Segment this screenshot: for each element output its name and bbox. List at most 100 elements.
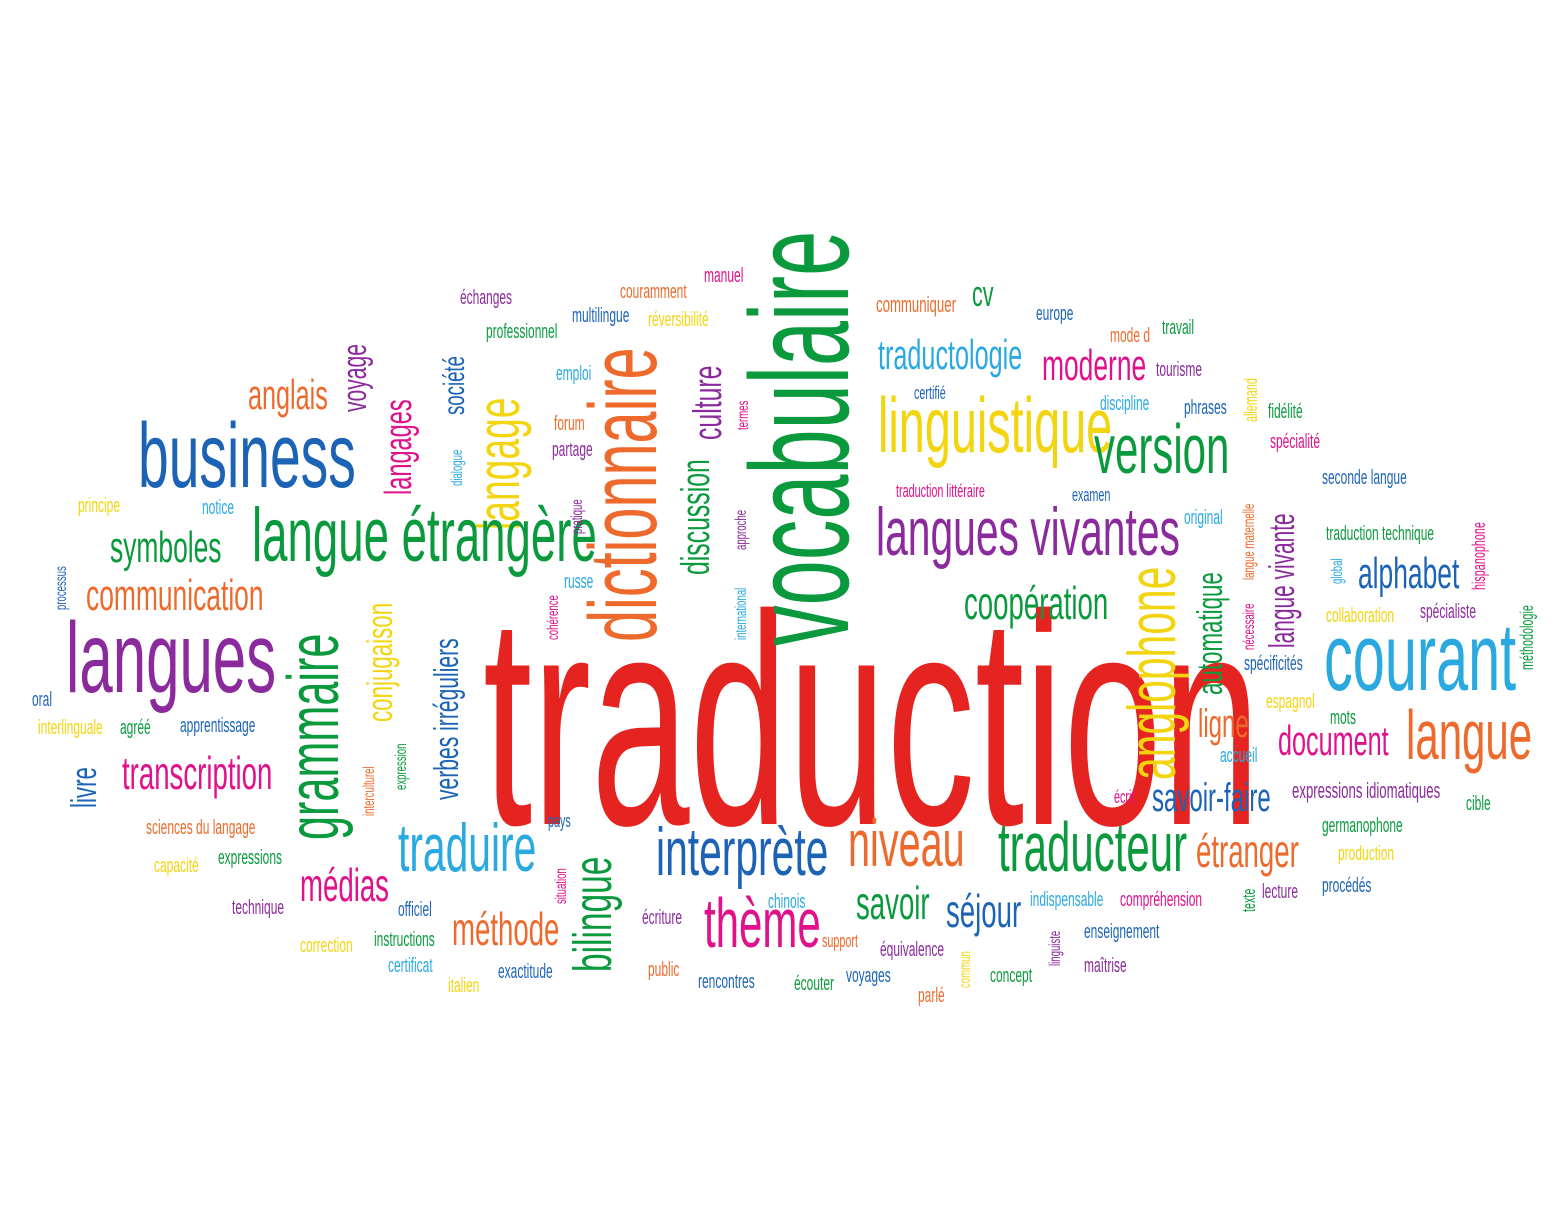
word-apprentissage: apprentissage bbox=[180, 715, 256, 737]
word-professionnel: professionnel bbox=[486, 321, 558, 343]
word-equivalence: équivalence bbox=[880, 939, 945, 961]
word-linguiste: linguiste bbox=[1047, 930, 1064, 966]
word-methode: méthode bbox=[452, 903, 560, 955]
word-public: public bbox=[648, 959, 680, 981]
word-ecrit: écrit bbox=[1114, 787, 1135, 807]
word-communication: communication bbox=[86, 571, 264, 620]
word-agree: agréé bbox=[120, 717, 151, 739]
word-seconde-langue: seconde langue bbox=[1322, 467, 1407, 489]
word-indispensable: indispensable bbox=[1030, 889, 1104, 911]
word-anglais: anglais bbox=[248, 371, 328, 418]
word-procedes: procédés bbox=[1322, 875, 1372, 897]
word-sejour: séjour bbox=[946, 885, 1022, 937]
word-interlinguale: interlinguale bbox=[38, 717, 103, 739]
word-support: support bbox=[822, 931, 859, 951]
word-vocabulaire: vocabulaire bbox=[721, 230, 878, 646]
word-concept: concept bbox=[990, 965, 1033, 987]
word-medias: médias bbox=[300, 859, 389, 911]
word-russe: russe bbox=[564, 571, 594, 593]
word-lecture: lecture bbox=[1262, 881, 1299, 903]
word-livre: livre bbox=[63, 767, 104, 808]
word-automatique: automatique bbox=[1189, 572, 1230, 695]
word-texte: texte bbox=[1239, 888, 1259, 912]
word-methodologie: méthodologie bbox=[1517, 605, 1537, 670]
word-traduction: traduction bbox=[483, 552, 1261, 888]
word-document: document bbox=[1278, 717, 1389, 764]
word-rencontres: rencontres bbox=[698, 971, 755, 993]
word-principe: principe bbox=[78, 495, 121, 517]
word-culture: culture bbox=[686, 365, 730, 440]
word-expressions: expressions bbox=[218, 847, 283, 869]
word-comprehension: compréhension bbox=[1120, 889, 1203, 911]
word-phrases: phrases bbox=[1184, 397, 1227, 419]
word-ligne: ligne bbox=[1198, 702, 1249, 746]
word-sciences-du-langage: sciences du langage bbox=[146, 817, 256, 839]
word-forum: forum bbox=[554, 413, 585, 435]
word-specialiste: spécialiste bbox=[1420, 601, 1477, 623]
word-etranger: étranger bbox=[1196, 825, 1299, 877]
word-specificites: spécificités bbox=[1244, 653, 1303, 675]
word-traduction-litteraire: traduction littéraire bbox=[896, 481, 985, 501]
word-global: global bbox=[1329, 558, 1346, 584]
word-specialite: spécialité bbox=[1270, 431, 1321, 453]
word-tourisme: tourisme bbox=[1156, 359, 1203, 381]
word-examen: examen bbox=[1072, 485, 1111, 505]
word-traductologie: traductologie bbox=[878, 331, 1023, 378]
word-partage: partage bbox=[552, 439, 593, 461]
word-cooperation: coopération bbox=[964, 577, 1109, 629]
word-exactitude: exactitude bbox=[498, 961, 553, 983]
word-ecriture: écriture bbox=[642, 907, 683, 929]
word-parle: parlé bbox=[918, 985, 945, 1007]
word-communiquer: communiquer bbox=[876, 292, 956, 317]
word-cible: cible bbox=[1466, 793, 1491, 815]
word-collaboration: collaboration bbox=[1326, 605, 1395, 627]
word-transcription: transcription bbox=[122, 747, 273, 799]
word-hispanophone: hispanophone bbox=[1469, 522, 1489, 590]
word-chinois: chinois bbox=[768, 891, 806, 913]
word-anglophone: anglophone bbox=[1114, 566, 1190, 780]
word-notice: notice bbox=[202, 497, 235, 519]
word-termes: termes bbox=[735, 400, 752, 430]
word-bilingue: bilingue bbox=[563, 856, 623, 972]
word-necessaire: nécessaire bbox=[1241, 603, 1258, 650]
word-langue: langue bbox=[1406, 696, 1533, 774]
word-voyage: voyage bbox=[336, 344, 374, 412]
word-accueil: accueil bbox=[1220, 745, 1258, 767]
word-officiel: officiel bbox=[398, 899, 432, 921]
word-traduction-technique: traduction technique bbox=[1326, 523, 1435, 545]
word-interprete: interprète bbox=[656, 814, 829, 890]
word-ecouter: écouter bbox=[794, 973, 835, 995]
word-cv: cv bbox=[972, 273, 994, 314]
word-multilingue: multilingue bbox=[572, 305, 630, 327]
word-version: version bbox=[1094, 410, 1230, 488]
word-production: production bbox=[1338, 843, 1395, 865]
word-langues: langues bbox=[66, 602, 277, 714]
word-expression: expression bbox=[393, 743, 410, 790]
word-pays: pays bbox=[548, 811, 571, 831]
word-moderne: moderne bbox=[1042, 341, 1147, 390]
word-societe: société bbox=[438, 356, 471, 415]
word-langue-vivante: langue vivante bbox=[1261, 513, 1302, 648]
word-symboles: symboles bbox=[110, 523, 222, 572]
word-italien: italien bbox=[448, 975, 480, 997]
word-maitrise: maîtrise bbox=[1084, 955, 1127, 977]
word-traducteur: traducteur bbox=[998, 808, 1188, 886]
word-niveau: niveau bbox=[848, 806, 965, 880]
word-discipline: discipline bbox=[1100, 393, 1150, 415]
word-mode-d: mode d bbox=[1110, 325, 1151, 347]
word-international: international bbox=[733, 587, 750, 640]
word-savoir: savoir bbox=[856, 877, 930, 929]
word-conjugaison: conjugaison bbox=[359, 602, 400, 722]
word-interculturel: interculturel bbox=[361, 766, 378, 816]
word-correction: correction bbox=[300, 935, 353, 957]
word-europe: europe bbox=[1036, 303, 1074, 325]
word-pratique: pratique bbox=[569, 499, 586, 534]
word-commun: commun bbox=[957, 951, 974, 988]
word-linguistique: linguistique bbox=[878, 381, 1113, 469]
word-approche: approche bbox=[733, 509, 750, 550]
word-dialogue: dialogue bbox=[449, 449, 466, 486]
word-expressions-idiomatiques: expressions idiomatiques bbox=[1292, 778, 1441, 803]
word-theme: thème bbox=[704, 884, 821, 962]
word-langues-vivantes: langues vivantes bbox=[876, 494, 1180, 570]
